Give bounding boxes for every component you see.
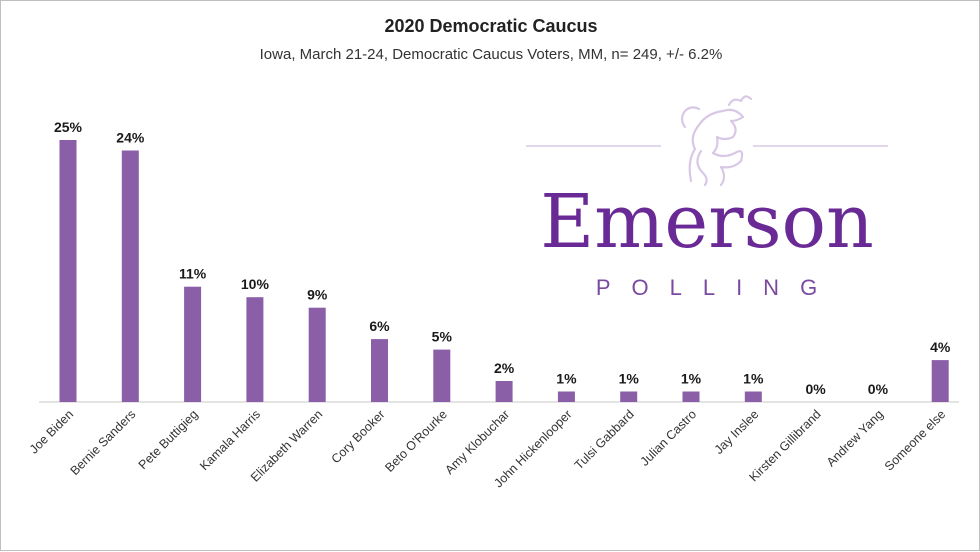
emerson-polling-logo: Emerson POLLING	[526, 95, 888, 300]
data-label-amy-klobuchar: 2%	[494, 360, 515, 376]
tick-label-bernie-sanders: Bernie Sanders	[68, 407, 139, 478]
tick-label-tulsi-gabbard: Tulsi Gabbard	[572, 407, 637, 472]
data-label-joe-biden: 25%	[54, 119, 83, 135]
bar-elizabeth-warren	[308, 307, 326, 402]
data-label-beto-o-rourke: 5%	[432, 329, 453, 345]
data-label-john-hickenlooper: 1%	[556, 371, 577, 387]
data-label-elizabeth-warren: 9%	[307, 287, 328, 303]
data-label-someone-else: 4%	[930, 339, 951, 355]
bar-bernie-sanders	[121, 150, 139, 402]
bar-someone-else	[931, 360, 949, 402]
data-label-tulsi-gabbard: 1%	[619, 371, 640, 387]
data-label-kirsten-gillibrand: 0%	[805, 381, 826, 397]
bar-julian-castro	[682, 391, 700, 402]
bar-tulsi-gabbard	[620, 391, 638, 402]
data-label-cory-booker: 6%	[369, 318, 390, 334]
bar-joe-biden	[59, 140, 77, 402]
tick-label-beto-o-rourke: Beto O'Rourke	[382, 407, 450, 475]
tick-label-someone-else: Someone else	[882, 407, 948, 473]
bar-kamala-harris	[246, 297, 264, 402]
data-label-kamala-harris: 10%	[241, 276, 270, 292]
tick-label-andrew-yang: Andrew Yang	[824, 407, 886, 469]
bar-cory-booker	[371, 339, 388, 402]
bar-jay-inslee	[744, 391, 762, 402]
tick-label-pete-buttigieg: Pete Buttigieg	[136, 407, 201, 472]
data-label-bernie-sanders: 24%	[116, 130, 145, 146]
tick-label-kamala-harris: Kamala Harris	[197, 407, 263, 473]
tick-label-julian-castro: Julian Castro	[638, 407, 700, 469]
data-labels-layer: 25% 24% 11% 10% 9% 6% 5% 2% 1% 1% 1% 1% 0% 0% 4%	[54, 119, 951, 397]
tick-label-amy-klobuchar: Amy Klobuchar	[442, 407, 512, 477]
tick-label-jay-inslee: Jay Inslee	[712, 407, 762, 457]
bar-pete-buttigieg	[184, 286, 202, 402]
lion-crest-icon	[680, 95, 753, 187]
logo-wordmark: Emerson	[540, 179, 874, 265]
data-label-pete-buttigieg: 11%	[179, 266, 207, 282]
bar-beto-o-rourke	[433, 349, 451, 402]
bars-layer	[59, 140, 949, 402]
data-label-andrew-yang: 0%	[868, 381, 889, 397]
chart-subtitle: Iowa, March 21-24, Democratic Caucus Vot…	[260, 46, 723, 63]
data-label-julian-castro: 1%	[681, 371, 702, 387]
logo-tagline: POLLING	[596, 275, 838, 300]
tick-label-cory-booker: Cory Booker	[329, 407, 388, 466]
data-label-jay-inslee: 1%	[743, 371, 764, 387]
bar-john-hickenlooper	[557, 391, 575, 402]
tick-label-joe-biden: Joe Biden	[27, 407, 76, 456]
bar-amy-klobuchar	[495, 381, 513, 402]
chart-title: 2020 Democratic Caucus	[384, 16, 597, 36]
